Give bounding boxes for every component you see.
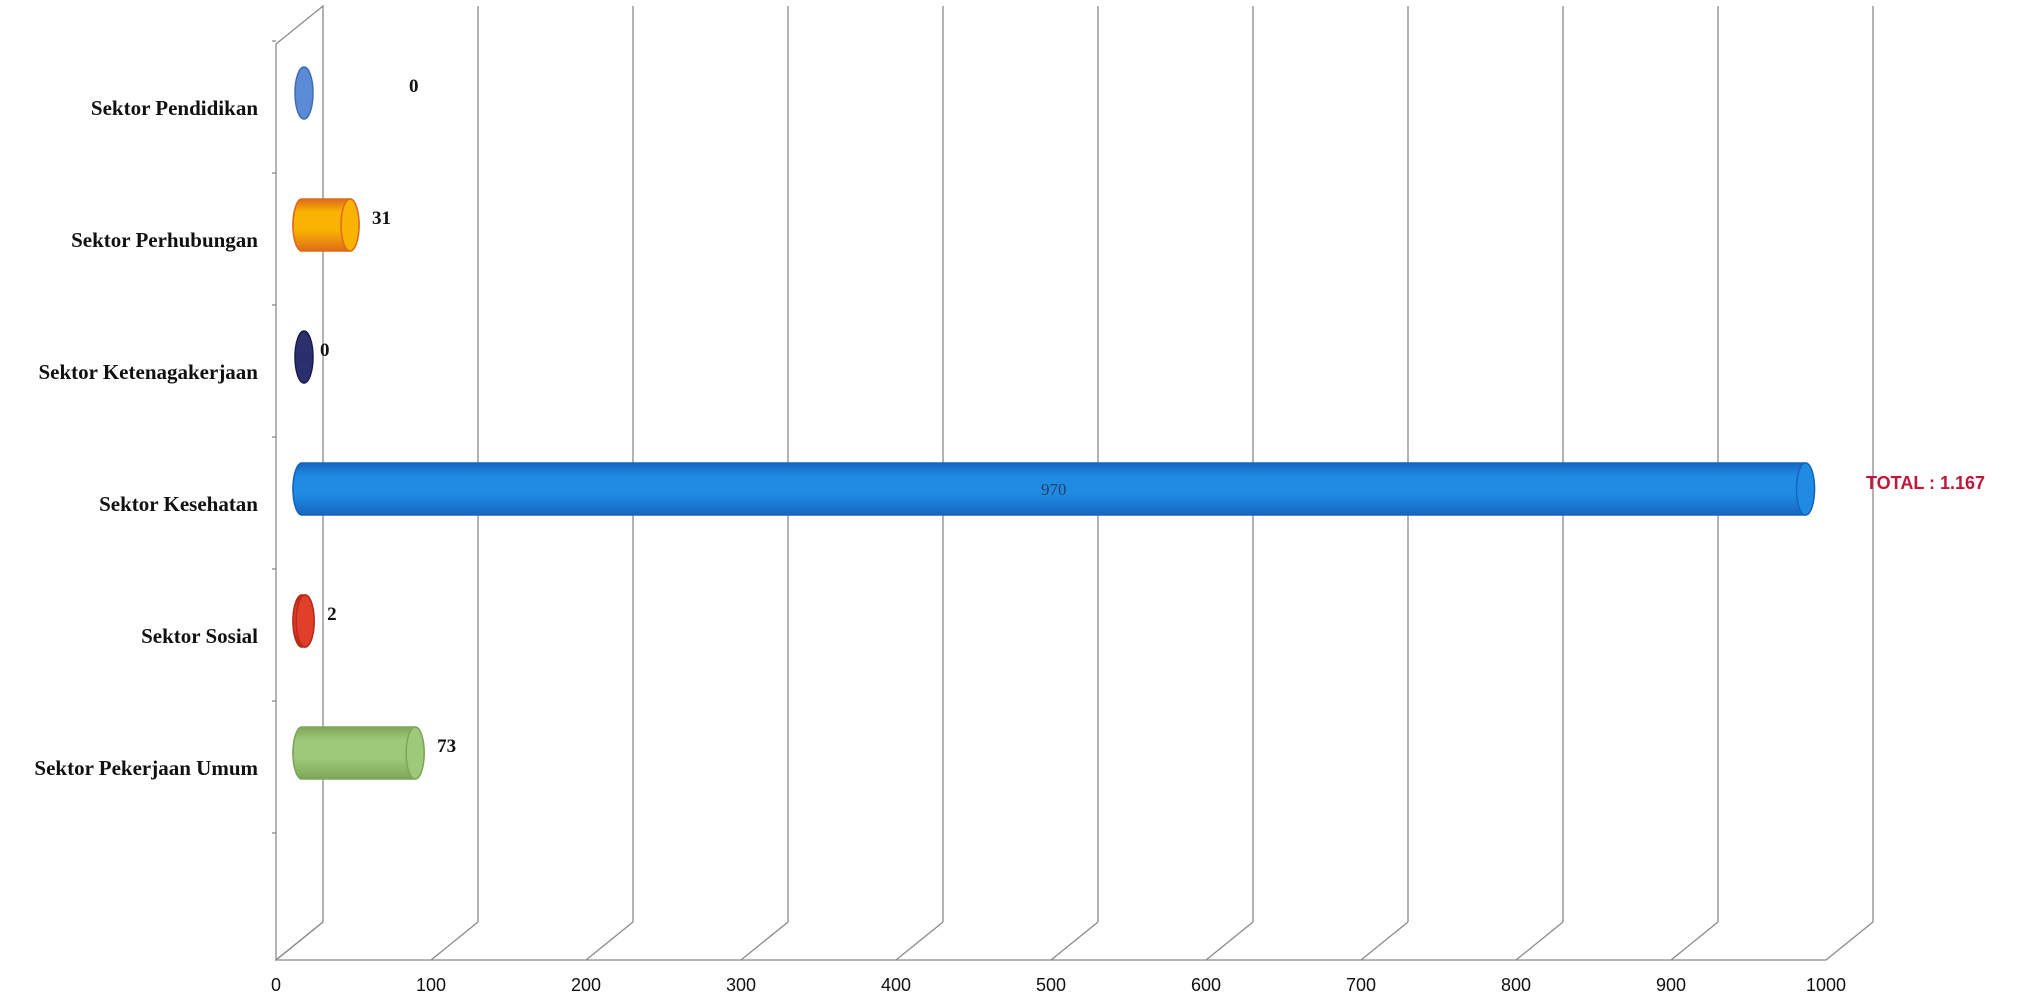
- floor-gridline: [585, 921, 634, 961]
- bar-end-cap: [340, 198, 360, 252]
- floor-gridline: [1515, 921, 1564, 961]
- total-annotation: TOTAL : 1.167: [1866, 473, 1985, 493]
- data-label: 0: [409, 76, 419, 97]
- bar: [294, 330, 314, 384]
- bar: [292, 726, 425, 780]
- x-tick-label: 900: [1656, 975, 1686, 995]
- x-tick-label: 500: [1036, 975, 1066, 995]
- category-label: Sektor Kesehatan: [99, 492, 258, 516]
- data-label: 31: [372, 208, 391, 229]
- x-tick-label: 300: [726, 975, 756, 995]
- side-wall: [275, 4, 324, 962]
- category-label: Sektor Ketenagakerjaan: [38, 360, 258, 384]
- x-tick-label: 1000: [1806, 975, 1846, 995]
- bar-end-cap: [405, 726, 425, 780]
- floor-gridline: [1050, 921, 1099, 961]
- x-tick-label: 700: [1346, 975, 1376, 995]
- category-label: Sektor Pekerjaan Umum: [34, 756, 258, 780]
- x-tick-label: 600: [1191, 975, 1221, 995]
- floor-gridline: [1205, 921, 1254, 961]
- x-tick-label: 400: [881, 975, 911, 995]
- floor-gridline: [895, 921, 944, 961]
- bar-start-edge: [292, 726, 303, 780]
- bar-end-cap: [295, 594, 315, 648]
- x-tick-label: 200: [571, 975, 601, 995]
- x-tick-label: 100: [416, 975, 446, 995]
- data-label: 970: [1041, 480, 1067, 499]
- floor-gridline: [1825, 921, 1874, 961]
- floor-gridline: [1670, 921, 1719, 961]
- bar-start-edge: [292, 594, 303, 648]
- x-tick-label: 0: [271, 975, 281, 995]
- floor-gridline: [430, 921, 479, 961]
- category-label: Sektor Pendidikan: [91, 96, 258, 120]
- bar-start-edge: [292, 462, 303, 516]
- data-label: 2: [327, 604, 337, 625]
- category-label: Sektor Perhubungan: [71, 228, 258, 252]
- data-label: 0: [320, 340, 330, 361]
- bar-end-cap: [1795, 462, 1816, 516]
- bar-start-edge: [292, 198, 303, 252]
- x-tick-label: 800: [1501, 975, 1531, 995]
- category-label: Sektor Sosial: [141, 624, 258, 648]
- floor-gridline: [1360, 921, 1409, 961]
- axis-layer: [272, 4, 1826, 962]
- bar: [294, 66, 314, 120]
- floor-gridline: [740, 921, 789, 961]
- bars-layer: [292, 66, 1816, 780]
- data-label: 73: [437, 736, 456, 757]
